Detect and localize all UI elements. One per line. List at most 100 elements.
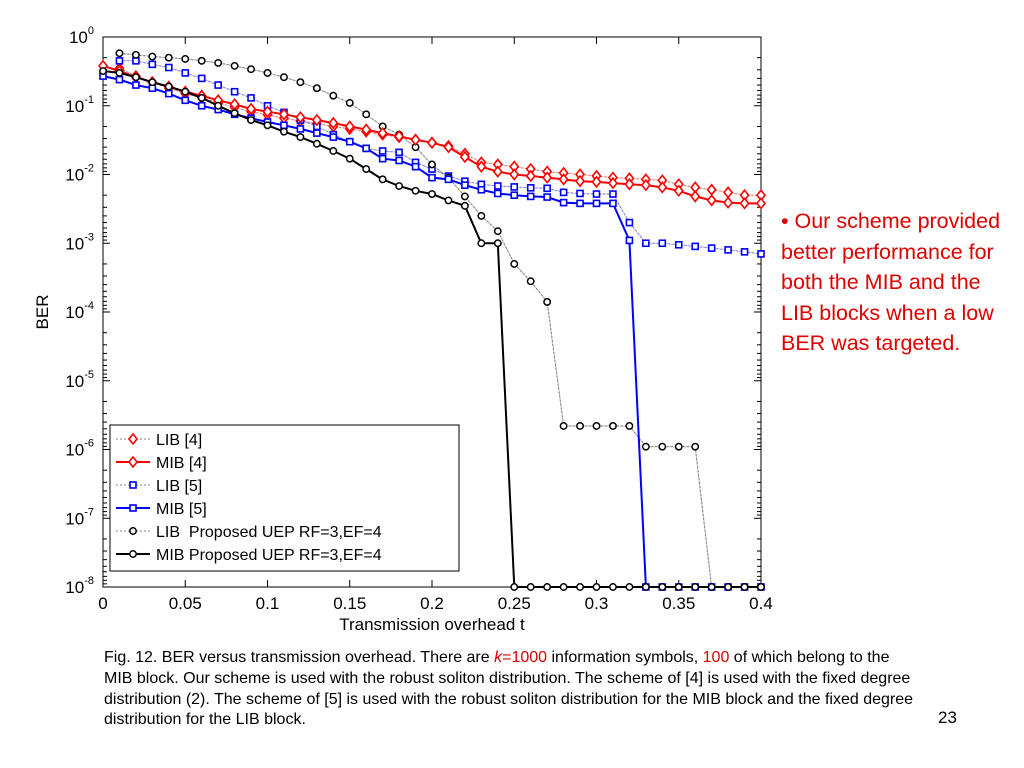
square-marker [395, 156, 403, 165]
diamond-marker [377, 126, 388, 140]
circle-marker [428, 190, 436, 198]
square-marker [543, 193, 551, 201]
x-tick-label: 0.4 [749, 594, 773, 613]
series-5 [99, 67, 765, 591]
diamond-marker [591, 175, 602, 189]
circle-marker [559, 583, 568, 591]
series-line-shadow [119, 52, 761, 588]
circle-marker [214, 101, 223, 110]
square-marker [345, 137, 354, 146]
circle-marker [674, 442, 683, 451]
note-bullet: • Our scheme provided better performance… [781, 209, 1001, 356]
y-tick-label: 10-1 [65, 94, 94, 116]
square-marker [378, 154, 387, 163]
square-marker [362, 144, 371, 153]
circle-marker [543, 298, 552, 306]
series-line [119, 60, 762, 255]
caption-k-symbol: k [494, 649, 503, 666]
diamond-marker [344, 120, 355, 133]
square-marker [197, 101, 206, 110]
x-tick-label: 0.35 [662, 594, 695, 613]
square-marker [411, 162, 420, 171]
circle-marker [181, 87, 190, 96]
circle-marker [99, 67, 107, 75]
x-tick-label: 0.05 [169, 594, 202, 613]
page-number: 23 [938, 708, 957, 727]
x-tick-label: 0.2 [420, 594, 444, 613]
circle-marker [247, 65, 256, 74]
diamond-marker [690, 190, 701, 203]
y-tick-label: 10-4 [65, 300, 94, 322]
circle-marker [559, 422, 568, 430]
circle-marker [312, 139, 321, 148]
diamond-marker [657, 181, 668, 194]
circle-marker [641, 583, 650, 591]
circle-marker [329, 91, 338, 100]
circle-marker [740, 583, 749, 591]
diamond-marker [361, 123, 372, 136]
square-marker [526, 184, 535, 192]
circle-marker [641, 442, 650, 451]
square-marker [526, 192, 535, 201]
circle-marker [312, 84, 321, 93]
square-marker [510, 183, 519, 191]
circle-marker [329, 147, 338, 155]
circle-marker [296, 133, 305, 142]
diamond-marker [311, 113, 322, 127]
diamond-marker [723, 196, 734, 209]
square-marker [493, 182, 502, 190]
square-marker [609, 199, 617, 208]
square-marker [477, 185, 486, 194]
circle-marker [625, 422, 634, 430]
diamond-marker [492, 165, 503, 178]
diamond-marker [262, 105, 273, 118]
diamond-marker [328, 116, 339, 130]
diamond-marker [246, 102, 257, 116]
circle-marker [543, 583, 552, 591]
circle-marker [131, 50, 140, 59]
legend-label: LIB Proposed UEP RF=3,EF=4 [156, 524, 382, 541]
circle-marker [129, 527, 137, 535]
circle-marker [296, 78, 305, 87]
square-marker [197, 74, 206, 83]
circle-marker [658, 583, 667, 591]
square-marker [625, 218, 634, 227]
square-marker [609, 190, 617, 198]
y-axis-label: BER [33, 295, 52, 330]
square-marker [543, 184, 551, 193]
circle-marker [148, 52, 157, 61]
square-marker [444, 175, 453, 184]
circle-marker [197, 56, 206, 65]
diamond-marker [706, 194, 717, 207]
circle-marker [263, 121, 272, 130]
diamond-marker [509, 168, 520, 181]
circle-marker [444, 196, 453, 205]
circle-marker [609, 583, 617, 591]
circle-marker [131, 73, 140, 82]
square-marker [510, 191, 519, 199]
diamond-marker [739, 197, 750, 210]
circle-marker [493, 227, 502, 236]
square-marker [378, 147, 387, 155]
square-marker [181, 69, 190, 77]
circle-marker [477, 211, 486, 220]
square-marker [740, 248, 749, 256]
y-tick-label: 10-3 [65, 231, 94, 253]
caption-mib-count: 100 [702, 649, 730, 666]
circle-marker [247, 116, 256, 124]
circle-marker [197, 93, 206, 102]
square-marker [674, 240, 683, 249]
square-marker [165, 89, 173, 98]
circle-marker [395, 182, 404, 190]
circle-marker [707, 583, 716, 591]
legend: LIB [4] MIB [4] LIB [5] MIB [5] LIB Proposed… [109, 424, 460, 572]
square-marker [165, 63, 173, 72]
caption-text-2: information symbols, [547, 649, 703, 666]
diamond-marker [426, 136, 438, 149]
caption-text-1: Fig. 12. BER versus transmission overhea… [104, 649, 495, 666]
annotation-note: • Our scheme provided better performance… [781, 206, 1011, 359]
circle-marker [230, 109, 239, 118]
square-marker [214, 81, 222, 89]
square-marker [181, 96, 190, 105]
series-4 [115, 49, 765, 591]
